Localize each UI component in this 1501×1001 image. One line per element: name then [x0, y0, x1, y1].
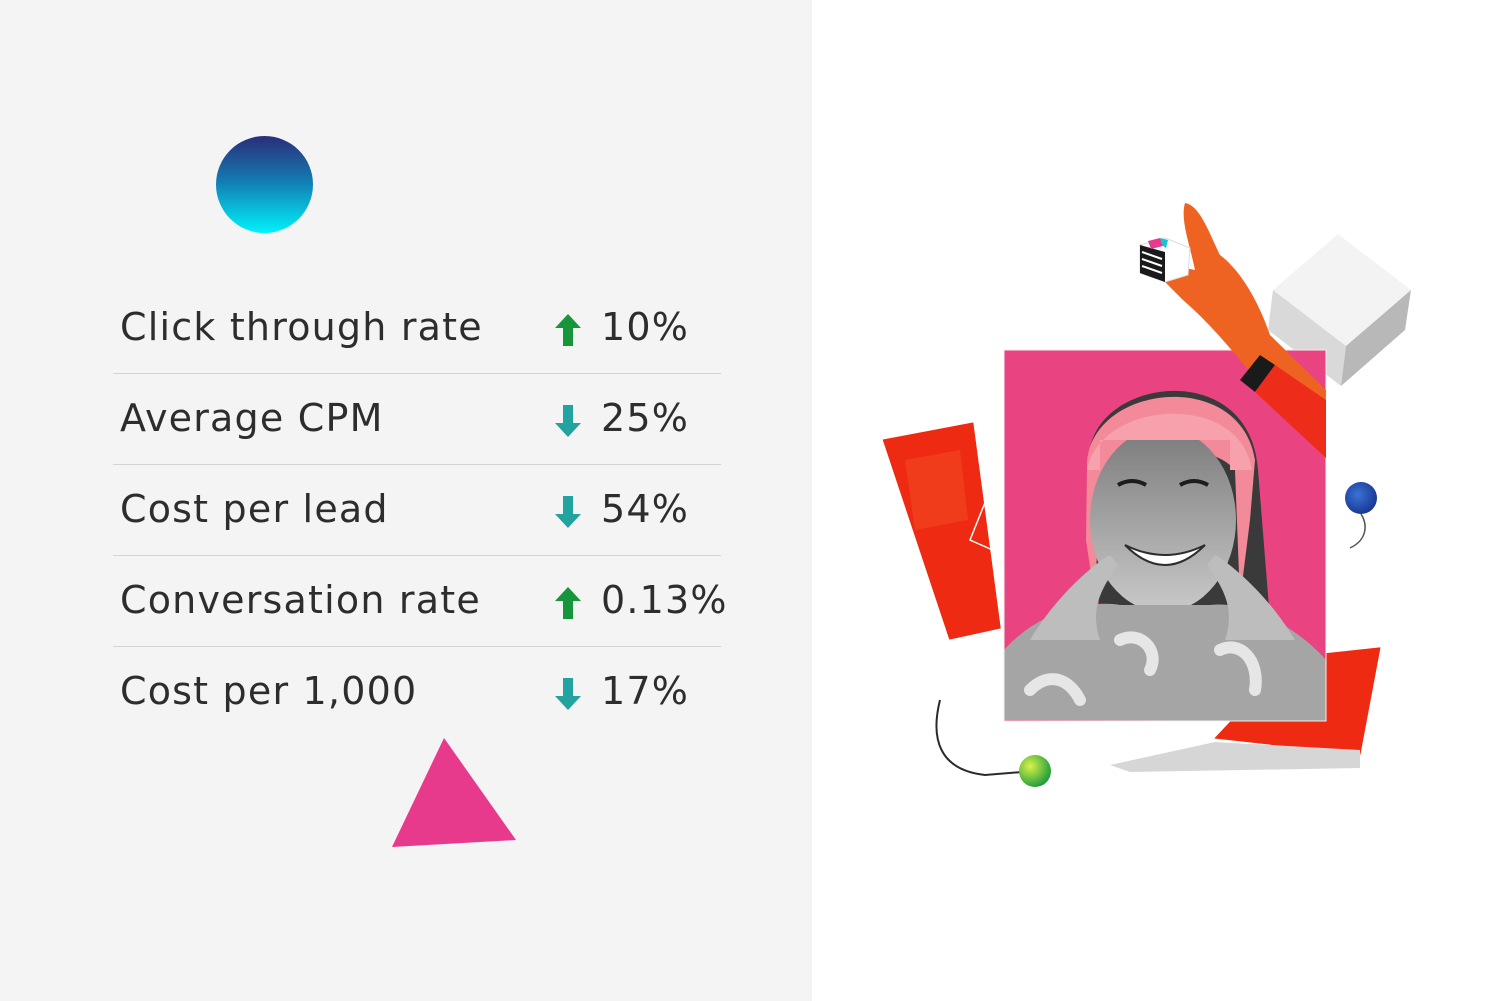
arrow-up-icon [555, 314, 581, 346]
metric-row: Cost per 1,000 17% [113, 647, 721, 737]
metrics-panel: Click through rate 10% Average CPM 25% C… [0, 0, 812, 1001]
metric-value: 25% [601, 396, 690, 440]
metric-row: Conversation rate 0.13% [113, 556, 727, 647]
red-card-left [877, 417, 1006, 645]
arrow-down-icon [555, 405, 581, 437]
metrics-list: Click through rate 10% Average CPM 25% C… [113, 283, 727, 737]
metric-value: 17% [601, 669, 690, 713]
blue-ball-decoration [1345, 482, 1377, 549]
metric-label: Conversation rate [120, 578, 481, 622]
pink-triangle-decoration [392, 738, 516, 847]
metric-label: Click through rate [120, 305, 483, 349]
metric-value: 0.13% [601, 578, 728, 622]
metric-label: Cost per lead [120, 487, 389, 531]
hand-illustration [1159, 203, 1326, 458]
arrow-down-icon [555, 496, 581, 528]
metric-row: Click through rate 10% [113, 283, 721, 374]
green-ball-decoration [935, 699, 1051, 787]
collage-illustration [877, 203, 1411, 787]
arrow-up-icon [555, 587, 581, 619]
metric-row: Average CPM 25% [113, 374, 721, 465]
metric-value: 54% [601, 487, 690, 531]
small-cube-decoration [1139, 237, 1191, 283]
metric-row: Cost per lead 54% [113, 465, 721, 556]
metric-label: Average CPM [120, 396, 384, 440]
portrait-photo [1003, 349, 1327, 722]
metric-value: 10% [601, 305, 690, 349]
metric-label: Cost per 1,000 [120, 669, 418, 713]
illustration-panel [812, 0, 1501, 1001]
arrow-down-icon [555, 678, 581, 710]
gradient-circle-decoration [216, 136, 313, 233]
